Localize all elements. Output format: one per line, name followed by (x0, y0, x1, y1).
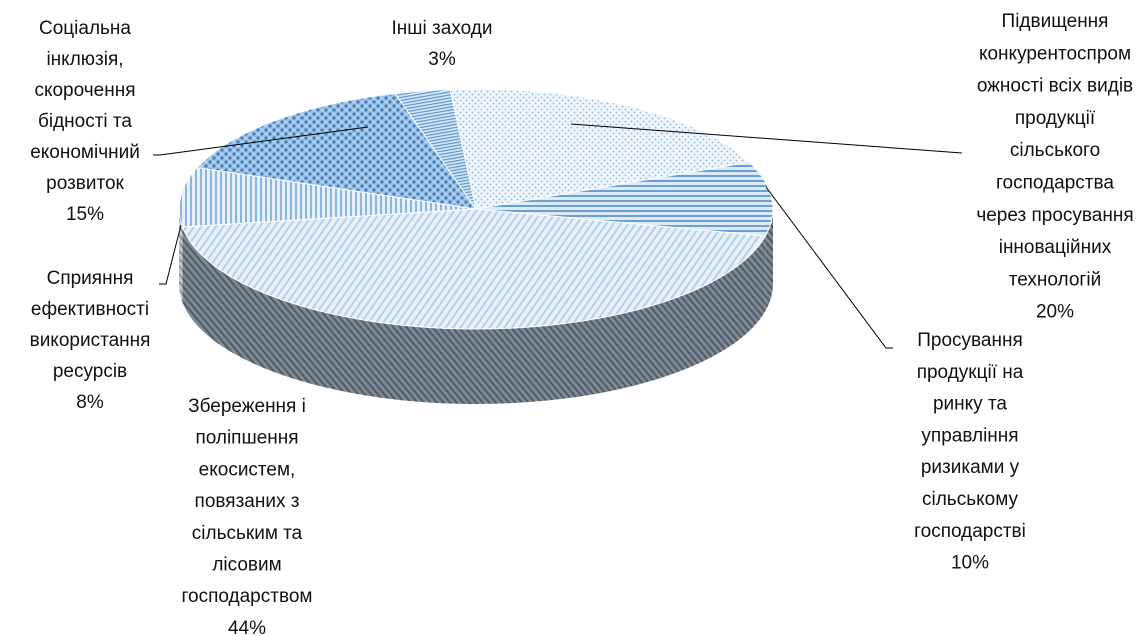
label-ecosystems-line: сільським та (192, 523, 303, 544)
label-social-inclusion: Соціальна інклюзія, скорочення бідності та е… (30, 18, 140, 225)
label-innovation-line: господарства (996, 173, 1114, 194)
label-other: Інші заходи 3% (392, 18, 493, 70)
label-ecosystems-line: Збереження і (188, 396, 306, 417)
label-market-risk-line: ризиками у (921, 457, 1020, 478)
label-social-inclusion-line: бідності та (38, 111, 132, 132)
leader-line-market-risk (765, 186, 893, 349)
label-innovation-line: сільського (1010, 140, 1100, 161)
label-market-risk-line: продукції на (917, 362, 1024, 383)
label-ecosystems-line: лісовим (212, 555, 281, 576)
label-market-risk-line: Просування (917, 330, 1023, 351)
label-ecosystems-value: 44% (228, 618, 266, 636)
leader-line-social-inclusion (153, 126, 369, 156)
slice-market-risk-side (765, 209, 773, 311)
slice-ecosystems-side (182, 226, 766, 405)
label-ecosystems-line: повязаних з (195, 491, 300, 512)
label-social-inclusion-line: Соціальна (39, 18, 131, 39)
label-innovation-line: конкурентоспром (979, 43, 1131, 64)
slice-other (394, 88, 477, 210)
label-other-value: 3% (428, 49, 456, 70)
label-market-risk: Просування продукції на ринку та управління… (914, 330, 1026, 574)
leader-lines (153, 123, 963, 349)
label-resources-line: ресурсів (53, 361, 127, 382)
slice-innovation (449, 88, 751, 210)
label-innovation-line: ожності всіх видів (977, 76, 1133, 97)
label-innovation-line: Підвищення (1002, 11, 1109, 32)
label-ecosystems-line: поліпшення (195, 428, 298, 449)
label-resources-line: ефективності (31, 299, 149, 320)
label-other-line: Інші заходи (392, 18, 493, 39)
label-market-risk-line: ринку та (933, 394, 1007, 415)
label-social-inclusion-line: інклюзія, (46, 49, 123, 70)
label-ecosystems-line: господарством (182, 586, 313, 607)
label-innovation-line: технологій (1009, 269, 1101, 290)
label-resources-value: 8% (76, 392, 104, 413)
slice-resources-side (179, 209, 183, 302)
label-social-inclusion-line: розвиток (46, 173, 124, 194)
label-social-inclusion-value: 15% (66, 204, 104, 225)
label-social-inclusion-line: скорочення (34, 80, 135, 101)
slice-resources (178, 167, 477, 228)
slice-labels: Підвищення конкурентоспром ожності всіх ви… (30, 11, 1134, 636)
label-innovation-line: продукції (1015, 108, 1096, 129)
label-resources-line: використання (30, 330, 151, 351)
pie-depth-sides (179, 209, 773, 405)
label-ecosystems-line: екосистем, (199, 459, 296, 480)
slice-ecosystems (181, 208, 767, 330)
leader-line-resources (159, 224, 182, 285)
leader-line-innovation (570, 123, 963, 154)
label-innovation-line: через просування (976, 205, 1133, 226)
label-market-risk-line: управління (921, 425, 1018, 446)
label-ecosystems: Збереження і поліпшення екосистем, повязани… (182, 396, 313, 636)
slice-social-inclusion (196, 93, 478, 210)
label-market-risk-value: 10% (951, 553, 989, 574)
pie-slices (178, 88, 774, 330)
slice-market-risk (475, 161, 774, 237)
label-innovation-value: 20% (1036, 302, 1074, 323)
label-market-risk-line: господарстві (914, 521, 1026, 542)
label-innovation: Підвищення конкурентоспром ожності всіх ви… (976, 11, 1133, 323)
label-resources-line: Сприяння (47, 268, 134, 289)
label-social-inclusion-line: економічний (30, 142, 140, 163)
label-market-risk-line: сільському (922, 489, 1018, 510)
label-innovation-line: інноваційних (999, 237, 1112, 258)
label-resources: Сприяння ефективності використання ресурсів… (30, 268, 151, 413)
